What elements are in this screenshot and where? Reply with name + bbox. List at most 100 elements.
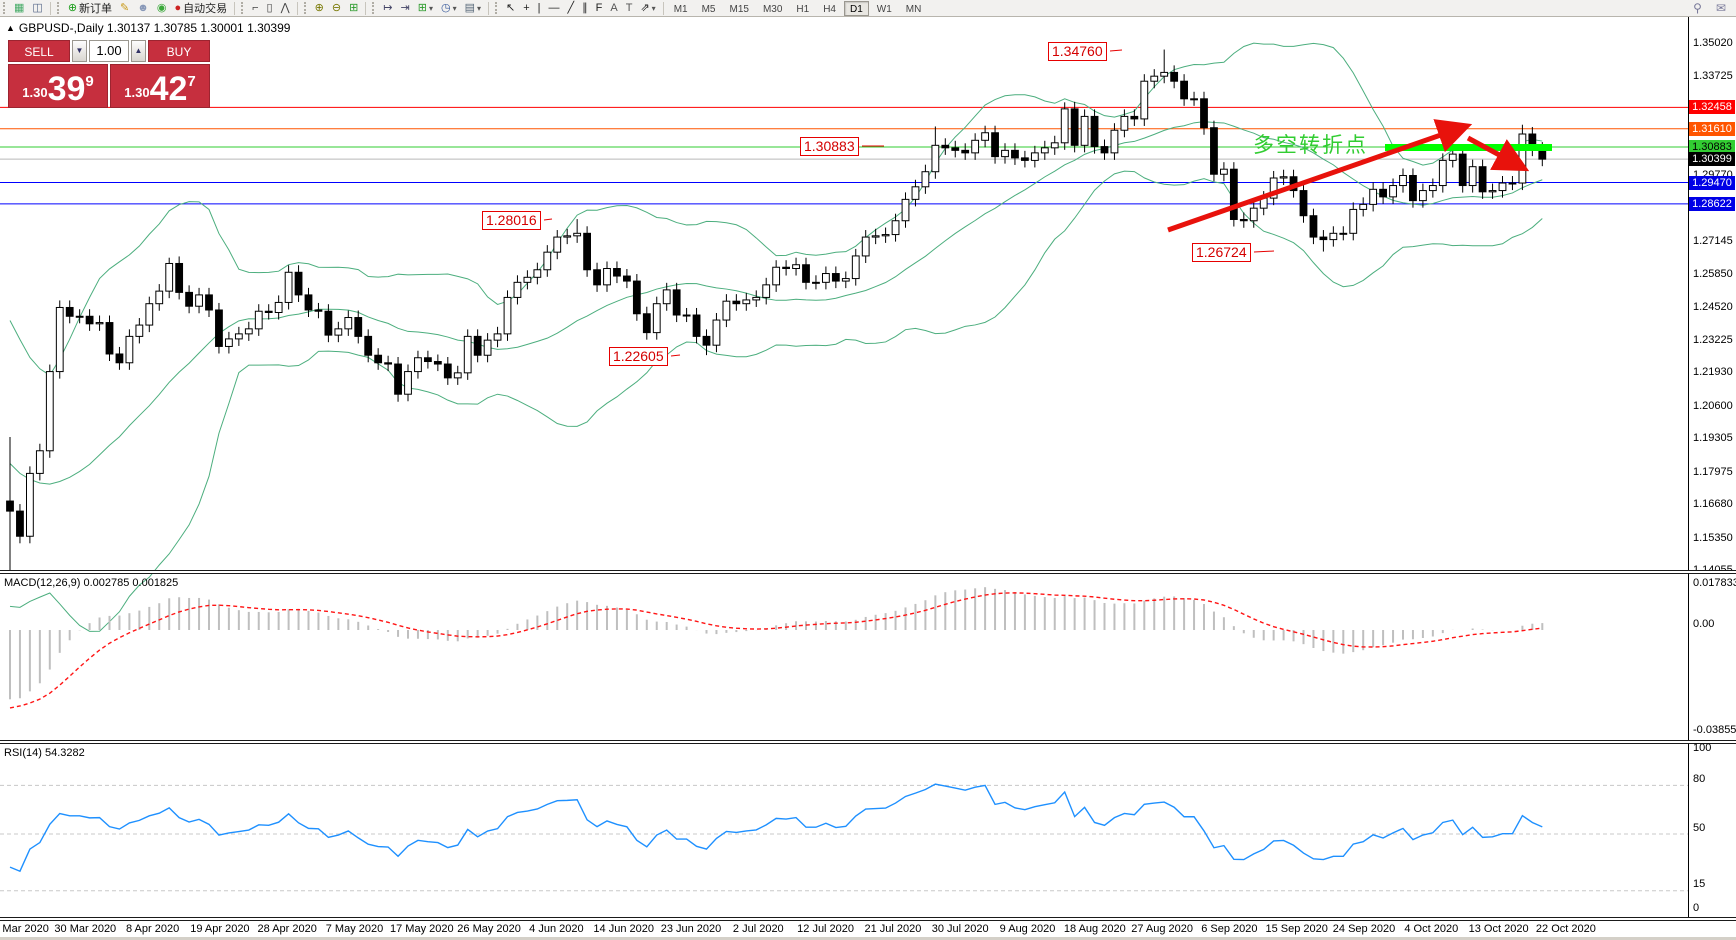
price-axis-tick: 1.15350 — [1693, 531, 1733, 544]
rsi-axis-label: 100 — [1693, 742, 1712, 754]
date-axis-label: 13 Oct 2020 — [1468, 923, 1529, 935]
price-axis-tick: 1.35020 — [1693, 37, 1733, 49]
toolbar-drag-handle[interactable] — [303, 2, 308, 14]
toolbar-separator — [234, 1, 236, 15]
price-axis-tick: 1.23225 — [1693, 333, 1733, 346]
toolbar-drag-handle[interactable] — [241, 2, 245, 14]
date-axis-label: 17 May 2020 — [389, 923, 454, 935]
new-order-button[interactable]: ⊕ 新订单 — [64, 0, 116, 16]
new-chart-icon[interactable]: ▦ — [10, 0, 28, 16]
clock-icon[interactable]: ◷ ▾ — [437, 0, 461, 16]
toolbar-drag-handle[interactable] — [495, 2, 499, 14]
trendline-icon[interactable]: ╱ — [564, 0, 579, 16]
dropdown-arrow-icon[interactable]: ▾ — [651, 3, 656, 13]
line-chart-icon[interactable]: ⋀ — [277, 0, 294, 16]
dropdown-arrow-icon[interactable]: ▾ — [452, 3, 457, 13]
price-level-badge: 1.29470 — [1689, 175, 1735, 190]
price-level-badge: 1.28622 — [1689, 196, 1735, 211]
zoom-out-icon[interactable]: ⊖ — [328, 0, 345, 16]
autotrading-button: ● — [174, 2, 182, 14]
timeframe-button-h4[interactable]: H4 — [823, 3, 836, 15]
profiles-icon: ◫ — [32, 2, 43, 14]
toolbar-separator — [365, 1, 367, 15]
metaeditor-icon[interactable]: ✎ — [116, 0, 133, 16]
rsi-pane-separator[interactable] — [0, 740, 1736, 744]
toolbar-drag-handle[interactable] — [3, 2, 7, 14]
templates-dropdown: ▤ — [464, 2, 475, 14]
profiles-icon[interactable]: ◫ — [28, 0, 46, 16]
new-order-button: ⊕ — [67, 2, 78, 14]
sell-price-sup: 9 — [85, 73, 94, 90]
swing-price-label: 1.34760 — [1048, 42, 1107, 61]
price-axis-tick: 1.16680 — [1693, 498, 1733, 511]
volume-input[interactable]: 1.00 — [89, 40, 129, 62]
timeframe-button-d1[interactable]: D1 — [844, 0, 869, 16]
crosshair-icon[interactable]: + — [519, 0, 533, 16]
price-axis-tick: 1.19305 — [1693, 432, 1733, 445]
fibonacci-icon[interactable]: F — [592, 0, 607, 16]
timeframe-button-m15[interactable]: M15 — [729, 3, 749, 15]
templates-dropdown[interactable]: ▤ ▾ — [461, 0, 485, 16]
price-axis-tick: 1.21930 — [1693, 366, 1733, 379]
date-axis-label: 4 Oct 2020 — [1404, 923, 1459, 935]
chart-shift-icon[interactable]: ⇥ — [397, 0, 414, 16]
dropdown-arrow-icon[interactable]: ▾ — [428, 3, 433, 13]
timeframe-button-h1[interactable]: H1 — [796, 3, 810, 15]
volume-decrease-button[interactable]: ▼ — [72, 40, 87, 62]
timeframe-button-mn[interactable]: MN — [905, 3, 922, 15]
signals-icon: ◉ — [156, 2, 167, 14]
date-axis-label: 15 Sep 2020 — [1265, 923, 1328, 935]
vertical-line-icon: | — [537, 2, 541, 14]
bar-chart-icon[interactable]: ⌐ — [248, 0, 262, 16]
search-icon[interactable]: ⚲ — [1693, 1, 1702, 15]
tile-windows-icon[interactable]: ⊞ — [345, 0, 362, 16]
macd-axis-label: 0.017833 — [1693, 577, 1736, 589]
vertical-line-icon[interactable]: | — [534, 0, 545, 16]
timeframe-button-m5[interactable]: M5 — [701, 3, 716, 15]
autotrading-button[interactable]: ● 自动交易 — [170, 0, 231, 16]
cursor-icon[interactable]: ↖ — [502, 0, 519, 16]
community-icon[interactable]: ☻ — [133, 0, 153, 16]
channel-icon[interactable]: ∥ — [578, 0, 592, 16]
dropdown-arrow-icon[interactable]: ▾ — [476, 3, 481, 13]
macd-pane-separator[interactable] — [0, 570, 1736, 574]
toolbar-separator — [662, 1, 664, 15]
auto-scroll-icon[interactable]: ↦ — [379, 0, 396, 16]
candlestick-chart-icon[interactable]: ▯ — [263, 0, 277, 16]
one-click-trading-panel: SELL ▼ 1.00 ▲ BUY 1.30 39 9 1.30 42 7 — [8, 40, 210, 108]
timeframe-button-m1[interactable]: M1 — [673, 3, 688, 15]
buy-button[interactable]: BUY — [148, 40, 210, 62]
date-axis-label: 14 Jun 2020 — [593, 923, 654, 935]
signals-icon[interactable]: ◉ — [153, 0, 171, 16]
timeframe-button-w1[interactable]: W1 — [876, 3, 892, 15]
channel-icon: ∥ — [582, 2, 588, 14]
volume-increase-button[interactable]: ▲ — [131, 40, 146, 62]
date-axis-label: 28 Apr 2020 — [257, 923, 317, 935]
crosshair-icon: + — [523, 2, 530, 14]
chat-icon[interactable]: ✉ — [1715, 1, 1726, 15]
date-axis-label: 12 Jul 2020 — [797, 923, 855, 935]
price-level-badge: 1.30883 — [1689, 140, 1735, 154]
text-label-icon[interactable]: T — [622, 0, 637, 16]
collapse-icon[interactable]: ▲ — [6, 23, 15, 33]
zoom-in-icon[interactable]: ⊕ — [311, 0, 328, 16]
add-chart-dropdown[interactable]: ⊞ ▾ — [414, 0, 437, 16]
sell-price-button[interactable]: 1.30 39 9 — [8, 64, 108, 108]
buy-price-button[interactable]: 1.30 42 7 — [110, 64, 210, 108]
arrows-dropdown[interactable]: ⇗ ▾ — [636, 0, 659, 16]
macd-axis-label: 0.00 — [1693, 618, 1715, 630]
metaeditor-icon: ✎ — [120, 2, 130, 14]
toolbar-group: ⊕ ⊖ ⊞ — [301, 0, 363, 16]
zoom-in-icon: ⊕ — [314, 2, 324, 14]
rsi-axis-label: 80 — [1693, 773, 1706, 785]
toolbar-drag-handle[interactable] — [372, 2, 376, 14]
toolbar-drag-handle[interactable] — [56, 2, 61, 14]
horizontal-line-icon[interactable]: — — [545, 0, 564, 16]
toolbar-group: ⌐ ▯ ⋀ — [238, 0, 294, 16]
date-axis-label: 26 May 2020 — [457, 923, 521, 935]
arrows-dropdown: ⇗ — [640, 2, 650, 14]
sell-button[interactable]: SELL — [8, 40, 70, 62]
price-chart-canvas[interactable] — [0, 17, 1736, 940]
timeframe-button-m30[interactable]: M30 — [762, 3, 783, 15]
text-icon[interactable]: A — [606, 0, 621, 16]
